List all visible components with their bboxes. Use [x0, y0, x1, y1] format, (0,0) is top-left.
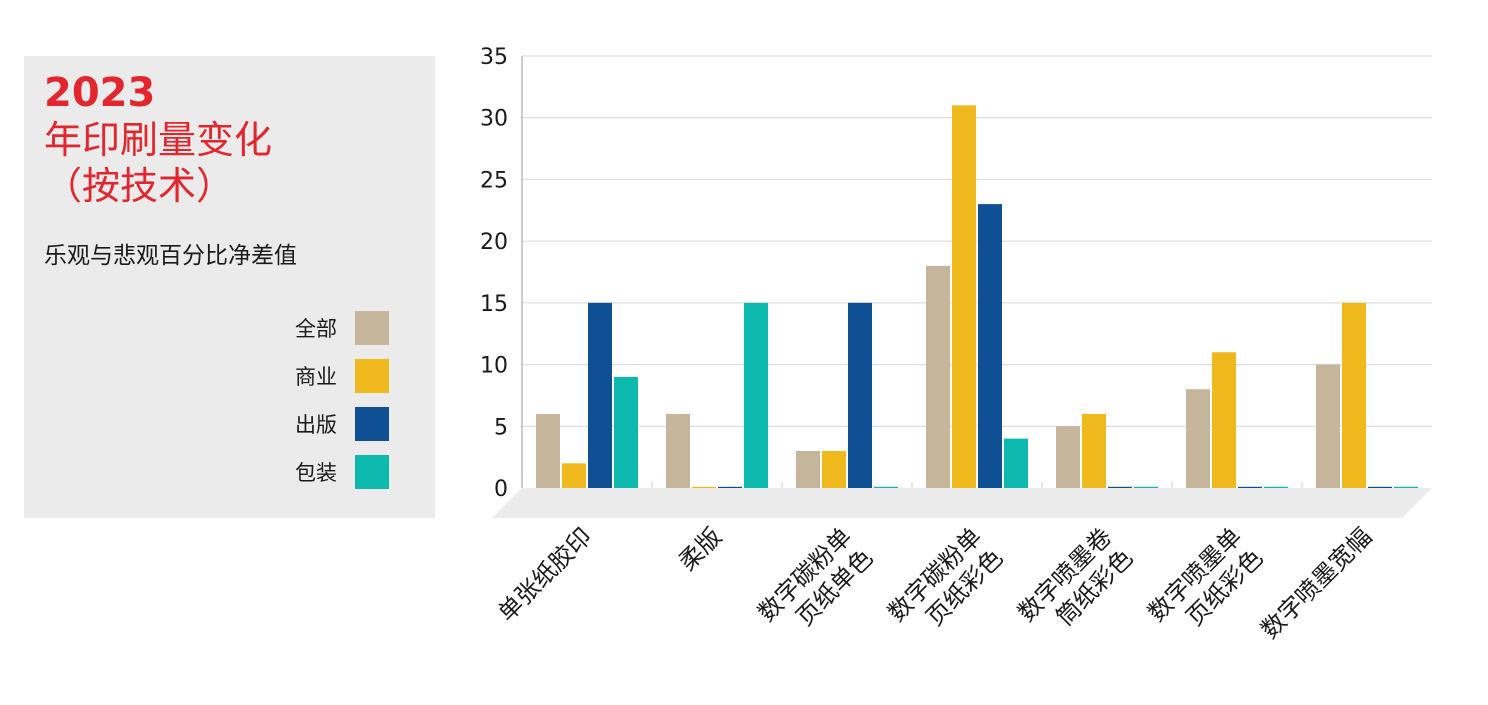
bar — [588, 302, 612, 488]
bar — [692, 486, 716, 488]
bar — [1238, 486, 1262, 488]
legend-swatch-publishing — [355, 407, 389, 441]
bar — [614, 376, 638, 488]
info-panel: 2023 年印刷量变化 （按技术） 乐观与悲观百分比净差值 全部 商业 出版 包… — [24, 56, 435, 518]
bar — [718, 486, 742, 488]
y-tick-label: 5 — [494, 415, 508, 440]
title-year: 2023 — [44, 70, 156, 116]
legend-label-commercial: 商业 — [295, 365, 337, 389]
x-tick-label: 数字喷墨宽幅 — [1256, 522, 1378, 644]
bar — [1316, 364, 1340, 488]
bar — [822, 450, 846, 488]
y-tick-label: 35 — [480, 45, 508, 70]
title-line-3: （按技术） — [44, 164, 235, 208]
bar — [1108, 486, 1132, 488]
y-tick-label: 20 — [480, 230, 508, 255]
x-tick-label: 单张纸胶印 — [493, 522, 598, 627]
chart-floor — [492, 488, 1432, 518]
bar — [562, 463, 586, 488]
bar — [1134, 486, 1158, 488]
bar — [874, 486, 898, 488]
grid-lines — [522, 55, 1432, 427]
bar — [1004, 438, 1028, 488]
x-tick-labels: 单张纸胶印 柔版 数字碳粉单页纸单色 数字碳粉单页纸彩色 数字喷墨卷筒纸彩色 数字喷墨单页… — [493, 522, 1378, 648]
bar — [666, 413, 690, 488]
y-tick-label: 30 — [480, 107, 508, 132]
bar — [952, 105, 976, 488]
bar — [926, 265, 950, 488]
x-tick-label-line: 单张纸胶印 — [493, 522, 598, 627]
y-tick-labels: 0 5 10 15 20 25 30 35 — [480, 45, 508, 502]
bar — [744, 302, 768, 488]
legend-label-packaging: 包装 — [295, 461, 337, 485]
y-tick-label: 25 — [480, 168, 508, 193]
legend-item-all: 全部 — [295, 311, 389, 345]
bar — [1342, 302, 1366, 488]
bar — [978, 204, 1002, 488]
bar — [848, 302, 872, 488]
x-tick-label: 数字喷墨卷筒纸彩色 — [1013, 522, 1139, 648]
bar — [1212, 352, 1236, 488]
x-tick-label: 数字碳粉单页纸单色 — [753, 522, 879, 648]
x-tick-label: 柔版 — [674, 522, 728, 576]
bar — [1368, 486, 1392, 488]
legend-swatch-commercial — [355, 359, 389, 393]
bar — [796, 450, 820, 488]
x-tick-label-line: 数字喷墨宽幅 — [1256, 522, 1378, 644]
x-tick-label: 数字碳粉单页纸彩色 — [883, 522, 1009, 648]
bar — [1186, 389, 1210, 488]
bars — [536, 105, 1418, 488]
bar — [1056, 426, 1080, 488]
legend-label-publishing: 出版 — [295, 413, 337, 437]
y-tick-label: 15 — [480, 292, 508, 317]
bar — [1264, 486, 1288, 488]
x-tick-label: 数字喷墨单页纸彩色 — [1143, 522, 1269, 648]
y-tick-label: 0 — [494, 477, 508, 502]
x-tick-label-line: 柔版 — [674, 522, 728, 576]
bar — [536, 413, 560, 488]
legend-item-packaging: 包装 — [295, 455, 389, 489]
title-line-2: 年印刷量变化 — [44, 118, 273, 162]
y-tick-label: 10 — [480, 354, 508, 379]
bar — [1394, 486, 1418, 488]
legend-item-publishing: 出版 — [295, 407, 389, 441]
legend-label-all: 全部 — [295, 317, 337, 341]
bar — [1082, 413, 1106, 488]
legend-swatch-all — [355, 311, 389, 345]
subtitle: 乐观与悲观百分比净差值 — [44, 243, 297, 269]
legend-item-commercial: 商业 — [295, 359, 389, 393]
legend-swatch-packaging — [355, 455, 389, 489]
